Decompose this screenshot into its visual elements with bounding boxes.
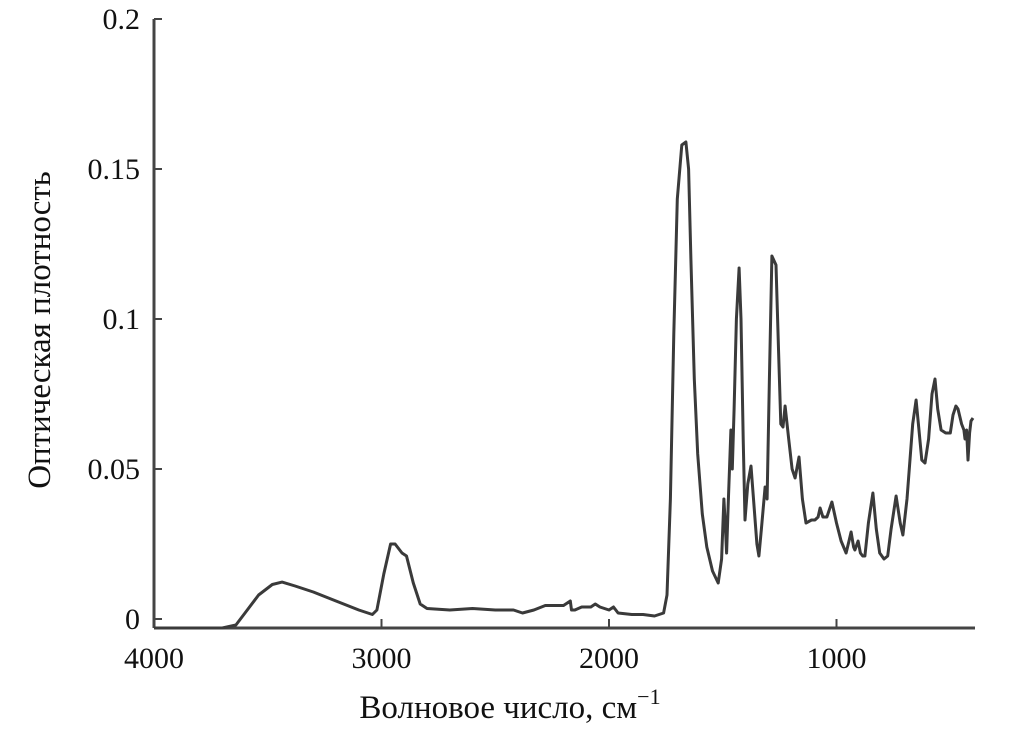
y-tick-label: 0.05 <box>88 453 141 486</box>
x-axis-label-superscript: −1 <box>637 684 660 709</box>
y-axis-label: Оптическая плотность <box>22 171 58 489</box>
y-tick-label: 0.2 <box>103 3 141 36</box>
ticks: 4000 3000 2000 1000 0 0.05 0.1 0.15 0.2 <box>88 3 867 675</box>
spectrum-line <box>154 140 975 630</box>
axes <box>152 19 975 630</box>
x-tick-label: 2000 <box>579 642 639 675</box>
y-tick-label: 0.1 <box>103 303 141 336</box>
x-tick-label: 4000 <box>124 642 184 675</box>
x-tick-label: 3000 <box>352 642 412 675</box>
y-tick-label: 0 <box>125 603 140 636</box>
y-tick-label: 0.15 <box>88 153 141 186</box>
x-tick-label: 1000 <box>807 642 867 675</box>
x-axis-label: Волновое число, см−1 <box>359 684 660 726</box>
